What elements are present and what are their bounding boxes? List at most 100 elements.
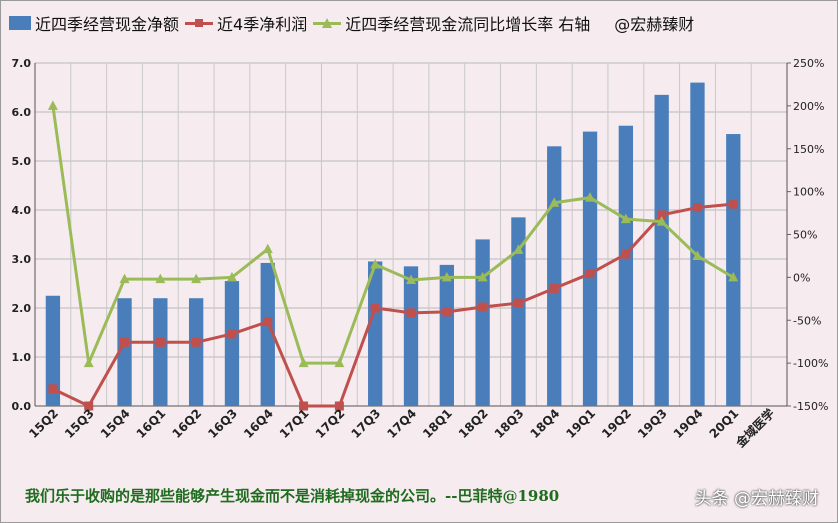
growth-rate-point xyxy=(692,250,703,260)
growth-rate-point xyxy=(262,243,273,254)
x-tick-label: 15Q4 xyxy=(98,406,133,441)
net-profit-point xyxy=(692,203,702,213)
net-profit-point xyxy=(334,401,344,411)
bar xyxy=(403,266,419,406)
x-tick-label: 16Q3 xyxy=(205,406,240,441)
y-right-tick-label: 50% xyxy=(793,229,817,242)
legend-red-line-swatch xyxy=(185,16,214,30)
legend-item-growth: 近四季经营现金流同比增长率 右轴 xyxy=(313,11,590,35)
bar xyxy=(511,217,526,406)
legend: 近四季经营现金净额 近4季净利润 近四季经营现金流同比增长率 右轴 @宏赫臻财 xyxy=(9,11,835,35)
net-profit-point xyxy=(478,302,488,312)
y-left-tick-label: 3.0 xyxy=(12,253,32,266)
bar xyxy=(690,82,705,406)
x-tick-label: 19Q3 xyxy=(635,406,670,441)
growth-rate-point xyxy=(191,273,202,284)
y-left-tick-label: 7.0 xyxy=(12,57,32,70)
y-right-tick-label: -50% xyxy=(793,314,821,327)
net-profit-point xyxy=(84,401,94,411)
x-tick-label: 20Q1 xyxy=(707,406,742,441)
bar xyxy=(654,94,669,406)
footer-brand: 头条 @宏赫臻财 xyxy=(694,489,819,509)
legend-label-growth: 近四季经营现金流同比增长率 右轴 xyxy=(345,15,591,34)
growth-rate-point xyxy=(47,100,58,110)
legend-item-net-profit: 近4季净利润 xyxy=(185,11,307,35)
bar xyxy=(439,264,454,406)
legend-watermark: @宏赫臻财 xyxy=(614,15,695,34)
growth-rate-point xyxy=(226,271,237,282)
x-tick-label: 19Q1 xyxy=(563,406,598,441)
y-left-tick-label: 2.0 xyxy=(12,302,32,315)
bar xyxy=(153,298,168,406)
y-right-tick-label: 0% xyxy=(793,271,810,284)
x-tick-label: 17Q1 xyxy=(277,406,312,441)
y-left-tick-label: 1.0 xyxy=(12,351,32,364)
x-tick-label: 16Q4 xyxy=(241,406,276,441)
bar xyxy=(475,239,490,406)
x-tick-label: 18Q2 xyxy=(456,406,491,441)
y-left-tick-label: 5.0 xyxy=(12,155,32,168)
triangle-marker-icon xyxy=(322,18,333,28)
net-profit-point xyxy=(442,307,452,317)
bar xyxy=(726,134,741,407)
growth-rate-point xyxy=(298,357,309,368)
bar xyxy=(188,298,204,406)
y-right-tick-label: 100% xyxy=(793,186,824,199)
y-left-tick-label: 4.0 xyxy=(12,204,32,217)
net-profit-point xyxy=(370,303,380,313)
net-profit-point xyxy=(657,210,667,220)
x-tick-label: 17Q3 xyxy=(348,406,383,441)
y-left-tick-label: 6.0 xyxy=(12,106,32,119)
x-tick-label: 15Q2 xyxy=(26,406,61,441)
growth-rate-point xyxy=(119,273,130,284)
bar xyxy=(368,261,383,406)
bar xyxy=(45,295,61,406)
bar xyxy=(117,298,132,406)
bar xyxy=(224,281,240,406)
growth-rate-point xyxy=(155,273,166,284)
y-right-tick-label: 200% xyxy=(793,100,824,113)
net-profit-point xyxy=(728,199,738,209)
x-tick-label: 17Q4 xyxy=(384,406,419,441)
net-profit-point xyxy=(621,249,631,259)
net-profit-point xyxy=(155,337,165,347)
x-tick-label: 16Q2 xyxy=(169,406,204,441)
net-profit-point xyxy=(549,283,559,293)
growth-rate-line xyxy=(51,105,735,365)
growth-rate-point xyxy=(585,192,596,202)
x-extra-label: 金域医学 xyxy=(732,406,777,451)
x-tick-label: 18Q1 xyxy=(420,406,455,441)
growth-rate-point xyxy=(620,213,631,224)
growth-rate-point xyxy=(441,271,452,282)
legend-item-cash-flow: 近四季经营现金净额 xyxy=(9,11,179,35)
net-profit-point xyxy=(299,401,309,411)
bar xyxy=(582,131,598,406)
growth-rate-point xyxy=(83,357,94,368)
net-profit-point xyxy=(191,337,201,347)
growth-rate-point xyxy=(513,244,524,254)
legend-label-cash-flow: 近四季经营现金净额 xyxy=(35,15,180,34)
x-tick-label: 15Q3 xyxy=(62,406,97,441)
net-profit-point xyxy=(513,298,523,308)
growth-rate-point xyxy=(334,357,345,368)
x-tick-label: 18Q4 xyxy=(528,406,563,441)
growth-rate-point xyxy=(370,259,381,269)
x-tick-label: 19Q2 xyxy=(599,406,634,441)
x-tick-label: 17Q2 xyxy=(313,406,348,441)
y-left-tick-label: 0.0 xyxy=(12,400,32,413)
legend-bar-swatch xyxy=(9,16,31,30)
bar xyxy=(547,146,562,407)
y-right-tick-label: 250% xyxy=(793,57,824,70)
y-right-tick-label: -150% xyxy=(793,400,828,413)
footer-quote: 我们乐于收购的是那些能够产生现金而不是消耗掉现金的公司。--巴菲特@1980 xyxy=(25,487,560,505)
bar xyxy=(260,262,275,406)
net-profit-point xyxy=(585,269,595,279)
x-tick-label: 16Q1 xyxy=(134,406,169,441)
net-profit-point xyxy=(263,317,273,327)
y-right-tick-label: 150% xyxy=(793,143,824,156)
net-profit-point xyxy=(120,337,130,347)
growth-rate-point xyxy=(656,216,667,226)
square-marker-icon xyxy=(195,19,204,27)
